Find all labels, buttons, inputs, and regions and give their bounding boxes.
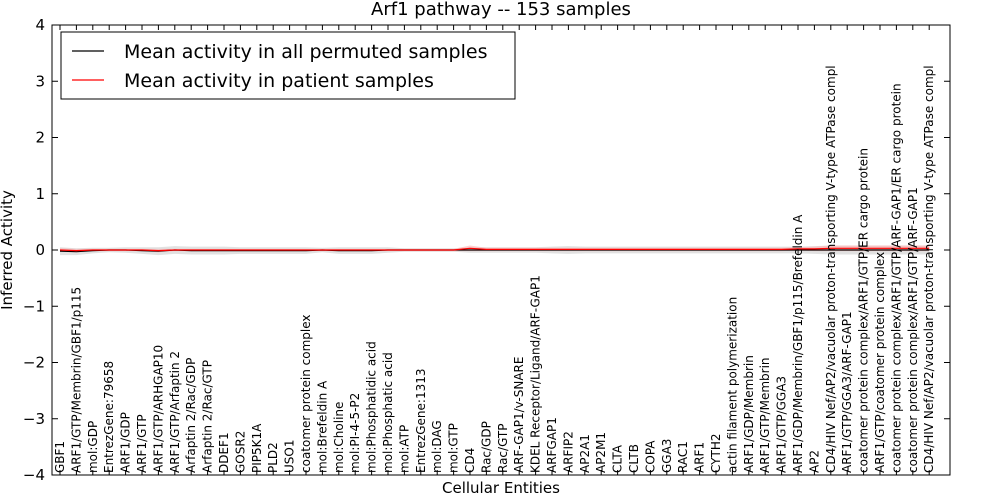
- category-label: ARFIP2: [561, 431, 575, 473]
- category-label: mol:GTP: [447, 423, 461, 473]
- category-label: Rac/GDP: [479, 421, 493, 473]
- legend-box: [60, 31, 516, 100]
- y-tick-label: 1: [35, 185, 45, 203]
- category-label: ARF1/GDP/Membrin/GBF1/p115/Brefeldin A: [791, 214, 805, 473]
- category-label: DDEF1: [217, 432, 231, 473]
- chart-title: Arf1 pathway -- 153 samples: [371, 0, 631, 20]
- category-label: ARF1/GTP/GGA3/ARF-GAP1: [840, 311, 854, 473]
- category-label: GGA3: [660, 439, 674, 473]
- category-label: PIP5K1A: [250, 423, 264, 473]
- category-label: coatomer protein complex/ARF1/GTP/ARF-GA…: [906, 187, 920, 473]
- y-axis-ticks: −4 −3 −2 −1 0 1 2 3 4: [23, 16, 950, 484]
- category-label: mol:Choline: [332, 402, 346, 473]
- y-tick-label: 4: [35, 16, 45, 34]
- category-label: mol:Phosphatic acid: [381, 352, 395, 473]
- category-label: USO1: [283, 440, 297, 473]
- series-lines: [59, 247, 930, 253]
- y-tick-label: 0: [35, 241, 45, 259]
- category-label: CD4/HIV Nef/AP2/vacuolar proton-transpor…: [824, 65, 838, 473]
- category-label: PLD2: [266, 442, 280, 473]
- category-label: Arfaptin 2/Rac/GTP: [201, 360, 215, 473]
- category-label: ARF1/GTP/coatomer protein complex: [873, 252, 887, 473]
- category-label: CD4/HIV Nef/AP2/vacuolar proton-transpor…: [922, 65, 936, 473]
- series-line-1: [59, 247, 930, 252]
- category-label: AP2M1: [594, 432, 608, 473]
- category-label: CLTA: [611, 444, 625, 473]
- category-label: ARF1/GTP/Membrin/GBF1/p115: [69, 287, 83, 473]
- category-label: Rac/GTP: [496, 423, 510, 473]
- category-label: mol:Brefeldin A: [315, 380, 329, 473]
- legend: Mean activity in all permuted samples Me…: [60, 31, 516, 100]
- category-label: GOSR2: [233, 431, 247, 473]
- category-label: CLTB: [627, 444, 641, 473]
- y-tick-label: −2: [23, 354, 45, 372]
- category-label: Arfaptin 2/Rac/GDP: [184, 358, 198, 473]
- category-label: ARF1/GTP: [135, 414, 149, 473]
- y-tick-label: −4: [23, 466, 45, 484]
- category-label: ARF1/GDP/Membrin: [742, 355, 756, 473]
- category-label: CD4: [463, 448, 477, 473]
- category-label: ARF1/GTP/ARHGAP10: [151, 345, 165, 473]
- category-label: AP2A1: [578, 434, 592, 473]
- category-label: mol:Phosphatidic acid: [365, 341, 379, 473]
- category-label: AP2: [807, 450, 821, 473]
- x-axis-label: Cellular Entities: [442, 479, 560, 497]
- category-label: CYTH2: [709, 434, 723, 474]
- y-axis-label: Inferred Activity: [0, 190, 16, 310]
- category-label: ARF1/GTP/GGA3: [775, 376, 789, 473]
- category-labels: GBF1 ARF1/GTP/Membrin/GBF1/p115 mol:GDP Ent…: [53, 25, 936, 475]
- category-label: COPA: [643, 440, 657, 473]
- category-label: coatomer protein complex/ARF1/GTP/ER car…: [857, 148, 871, 473]
- category-label: ARF1/GTP/Arfaptin 2: [168, 351, 182, 473]
- category-label: mol:DAG: [430, 420, 444, 473]
- category-label: coatomer protein complex: [299, 315, 313, 473]
- legend-label-patient: Mean activity in patient samples: [124, 70, 434, 92]
- category-label: mol:GDP: [86, 421, 100, 473]
- category-label: actin filament polymerization: [725, 297, 739, 473]
- category-label: ARF1/GTP/Membrin: [758, 357, 772, 473]
- category-label: GBF1: [53, 441, 67, 473]
- category-label: coatomer protein complex/ARF1/GTP/ARF-GA…: [889, 83, 903, 473]
- y-tick-label: −1: [23, 297, 45, 315]
- y-tick-label: −3: [23, 410, 45, 428]
- y-tick-label: 3: [35, 72, 45, 90]
- category-label: ARF-GAP1/v-SNARE: [512, 357, 526, 473]
- category-label: EntrezGene:79658: [102, 361, 116, 473]
- y-tick-label: 2: [35, 129, 45, 147]
- category-label: RAC1: [676, 441, 690, 473]
- category-label: mol:PI-4-5-P2: [348, 393, 362, 473]
- legend-label-permuted: Mean activity in all permuted samples: [124, 41, 487, 63]
- category-label: ARF1: [693, 442, 707, 473]
- category-label: ARFGAP1: [545, 417, 559, 473]
- category-label: mol:ATP: [397, 425, 411, 473]
- category-label: ARF1/GDP: [119, 412, 133, 473]
- category-label: KDEL Receptor/Ligand/ARF-GAP1: [529, 275, 543, 473]
- category-label: EntrezGene:1313: [414, 369, 428, 474]
